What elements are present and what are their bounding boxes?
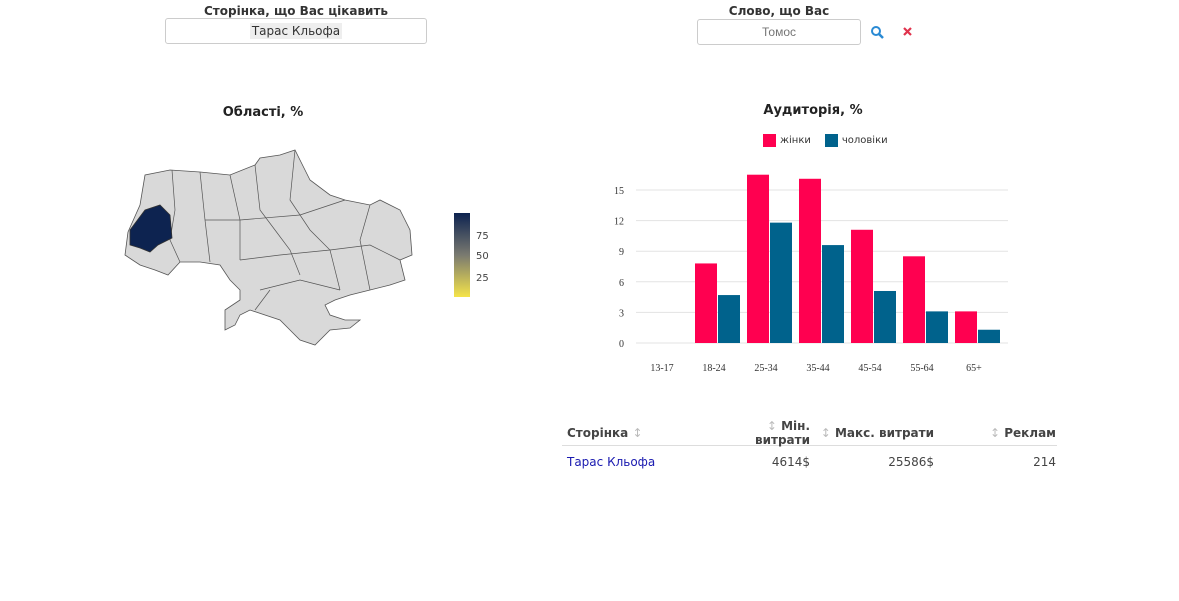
bar-women [695, 263, 717, 343]
col-header-min[interactable]: ↕ Мін. витрати [754, 418, 810, 447]
x-tick-label: 45-54 [858, 363, 881, 374]
legend-swatch-women [763, 134, 776, 147]
close-icon[interactable] [902, 26, 913, 37]
bar-women [747, 174, 769, 343]
table-header: Сторінка ↕ ↕ Мін. витрати ↕ Макс. витрат… [562, 418, 1057, 447]
region-lviv[interactable] [129, 204, 173, 253]
bar-men [822, 245, 844, 343]
x-tick-label: 25-34 [754, 363, 777, 374]
legend: жінки чоловіки [763, 134, 888, 147]
audience-chart: 0 3 6 9 12 15 13-17 18-24 25-34 35-44 45-54 55-64 65… [614, 174, 1008, 374]
bar-women [955, 311, 977, 343]
bar-men [874, 290, 896, 343]
chart-title: Аудиторія, % [763, 103, 863, 118]
ukraine-outline[interactable] [124, 149, 413, 346]
y-tick-label: 15 [614, 186, 624, 197]
y-tick-label: 0 [619, 339, 624, 350]
y-tick-label: 9 [619, 247, 624, 258]
region-borders [169, 149, 401, 311]
x-tick-label: 55-64 [910, 363, 933, 374]
col-header-max[interactable]: ↕ Макс. витрати [820, 425, 934, 440]
x-tick-label: 13-17 [650, 363, 673, 374]
col-header-page[interactable]: Сторінка ↕ [567, 425, 643, 440]
page-select-label: Сторінка, що Вас цікавить [204, 4, 388, 18]
page-link[interactable]: Тарас Кльофа [567, 455, 656, 469]
col-header-ads[interactable]: ↕ Реклам [989, 425, 1056, 440]
word-search-input[interactable] [697, 19, 861, 45]
x-tick-label: 35-44 [806, 363, 829, 374]
map-title: Області, % [222, 105, 304, 120]
bar-men [718, 295, 740, 343]
legend-label: чоловіки [841, 135, 888, 146]
x-tick-label: 65+ [966, 363, 982, 374]
min-cost: 4614$ [771, 455, 810, 469]
colorbar [454, 213, 470, 297]
page-select[interactable]: Тарас Кльофа [165, 18, 427, 44]
colorbar-tick: 25 [476, 273, 489, 284]
bar-women [851, 229, 873, 343]
legend-label: жінки [780, 135, 811, 146]
bar-women [903, 256, 925, 343]
colorbar-tick: 75 [476, 231, 489, 242]
bar-men [926, 311, 948, 343]
page-select-value: Тарас Кльофа [249, 23, 343, 39]
legend-swatch-men [824, 134, 838, 147]
ads-count: 214 [1033, 455, 1056, 469]
bar-women [799, 178, 821, 343]
search-icon[interactable] [870, 25, 884, 39]
colorbar-tick: 50 [476, 251, 489, 262]
max-cost: 25586$ [888, 455, 934, 469]
y-tick-label: 12 [614, 217, 624, 228]
y-tick-label: 6 [619, 278, 624, 289]
x-tick-label: 18-24 [702, 363, 725, 374]
ukraine-map: 75 50 25 [124, 149, 489, 346]
table-row: Тарас Кльофа 4614$ 25586$ 214 [562, 446, 1057, 478]
bar-men [770, 222, 792, 343]
y-tick-label: 3 [619, 308, 624, 319]
pages-table: Сторінка ↕ ↕ Мін. витрати ↕ Макс. витрат… [562, 418, 1057, 478]
bar-men [978, 329, 1000, 343]
